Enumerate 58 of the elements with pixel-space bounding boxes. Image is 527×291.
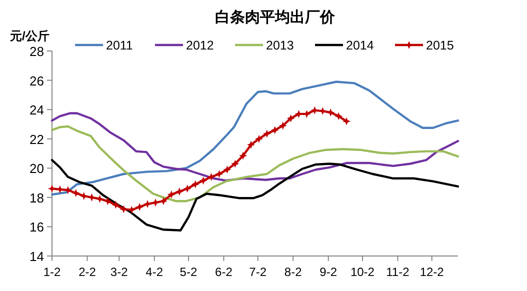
point — [136, 203, 144, 210]
point — [72, 190, 80, 197]
y-tick-label: 22 — [30, 132, 44, 147]
point — [168, 191, 175, 198]
point — [271, 126, 278, 134]
point — [240, 152, 247, 160]
point — [80, 192, 88, 200]
x-tick-label: 8-2 — [284, 265, 302, 279]
x-tick-label: 4-2 — [146, 265, 164, 279]
point — [335, 112, 342, 120]
point — [96, 195, 104, 202]
point — [208, 173, 215, 180]
legend-label: 2015 — [426, 38, 454, 52]
y-tick-label: 20 — [30, 161, 44, 176]
point — [343, 118, 350, 125]
point — [104, 198, 112, 205]
x-tick-label: 6-2 — [215, 265, 233, 279]
x-tick-label: 1-2 — [43, 265, 61, 279]
point — [263, 130, 270, 138]
x-tick-label: 2-2 — [78, 265, 96, 279]
x-tick-label: 7-2 — [249, 265, 267, 279]
point — [287, 114, 294, 122]
legend-label: 2012 — [186, 38, 214, 52]
y-tick-label: 14 — [30, 249, 44, 264]
x-tick-label: 12-2 — [420, 265, 444, 279]
legend-label: 2011 — [106, 38, 133, 52]
point — [248, 141, 255, 148]
point — [200, 177, 207, 184]
point — [152, 199, 159, 206]
y-tick-label: 24 — [30, 102, 44, 118]
point — [224, 166, 231, 174]
x-tick-label: 3-2 — [110, 265, 128, 279]
point — [279, 122, 286, 130]
point — [176, 188, 183, 196]
ylabel: 元/公斤 — [10, 29, 50, 43]
point — [232, 160, 239, 168]
y-tick-label: 28 — [30, 44, 44, 59]
point — [160, 198, 167, 205]
point — [184, 185, 191, 192]
point — [327, 109, 334, 116]
point — [88, 194, 96, 201]
y-tick-label: 18 — [30, 190, 44, 206]
title: 白条肉平均出厂价 — [215, 9, 335, 26]
y-tick-label: 26 — [30, 73, 44, 88]
point — [216, 170, 223, 178]
point — [255, 135, 262, 142]
x-tick-label: 5-2 — [180, 265, 198, 279]
point — [112, 201, 120, 208]
point — [48, 185, 56, 192]
x-tick-label: 9-2 — [320, 265, 338, 279]
legend-label: 2013 — [266, 38, 294, 52]
legend-label: 2014 — [346, 38, 374, 52]
point — [192, 180, 199, 188]
y-tick-label: 16 — [30, 220, 44, 235]
x-tick-label: 11-2 — [386, 265, 410, 279]
point — [144, 200, 152, 208]
x-tick-label: 10-2 — [350, 265, 375, 279]
point — [319, 108, 326, 115]
